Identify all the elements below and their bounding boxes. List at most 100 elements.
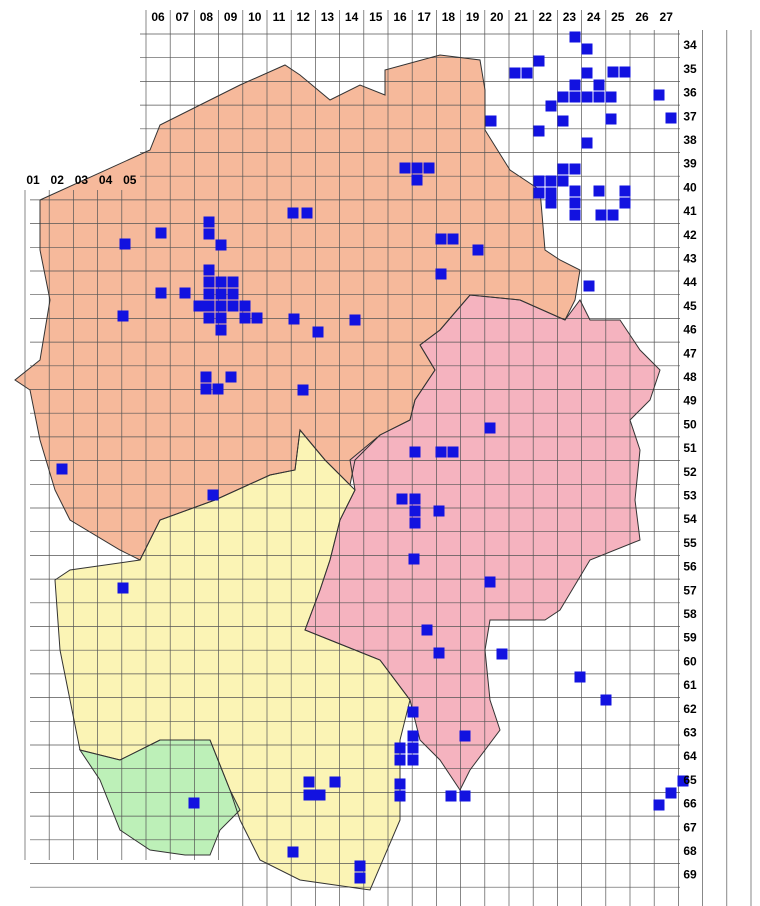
record-square (593, 91, 605, 103)
record-square (215, 324, 227, 336)
record-square (619, 197, 631, 209)
record-square (155, 287, 167, 299)
record-square (407, 742, 419, 754)
record-square (545, 187, 557, 199)
record-square (394, 790, 406, 802)
record-square (607, 66, 619, 78)
record-square (421, 624, 433, 636)
record-square (394, 778, 406, 790)
row-label: 52 (683, 465, 697, 479)
row-label: 65 (683, 773, 697, 787)
record-square (581, 67, 593, 79)
record-square (215, 288, 227, 300)
record-square (287, 846, 299, 858)
record-square (545, 197, 557, 209)
column-label: 08 (200, 10, 214, 24)
record-square (411, 162, 423, 174)
row-label: 47 (683, 346, 697, 360)
record-square (665, 787, 677, 799)
region-border (304, 294, 661, 791)
labels: 06 07 08 09 10 11 12 13 14 15 16 17 18 19 20 21 22 23 24 25… (26, 10, 697, 882)
record-square (533, 175, 545, 187)
record-square (619, 66, 631, 78)
record-square (435, 446, 447, 458)
record-square (533, 55, 545, 67)
record-square (619, 185, 631, 197)
column-label: 27 (660, 10, 674, 24)
record-square (423, 162, 435, 174)
record-square (435, 233, 447, 245)
row-label: 43 (683, 251, 697, 265)
record-square (203, 312, 215, 324)
record-square (581, 137, 593, 149)
row-label: 35 (683, 62, 697, 76)
record-square (472, 244, 484, 256)
column-label: 24 (587, 10, 601, 24)
column-label: 12 (297, 10, 311, 24)
record-square (215, 300, 227, 312)
row-label: 44 (683, 275, 697, 289)
record-square (569, 185, 581, 197)
record-square (394, 754, 406, 766)
record-square (545, 175, 557, 187)
row-label: 50 (683, 417, 697, 431)
row-label: 40 (683, 180, 697, 194)
record-square (605, 113, 617, 125)
record-square (545, 100, 557, 112)
record-square (212, 383, 224, 395)
column-label: 25 (611, 10, 625, 24)
row-label: 42 (683, 228, 697, 242)
region-southwest (55, 430, 410, 890)
record-square (435, 268, 447, 280)
record-square (557, 163, 569, 175)
record-square (459, 730, 471, 742)
record-square (496, 648, 508, 660)
record-square (203, 276, 215, 288)
record-square (433, 505, 445, 517)
region-border (78, 739, 241, 856)
record-square (569, 91, 581, 103)
record-square (215, 276, 227, 288)
row-label: 62 (683, 702, 697, 716)
record-square (193, 300, 205, 312)
column-label: 07 (176, 10, 190, 24)
record-square (409, 517, 421, 529)
record-square (303, 776, 315, 788)
record-square (574, 671, 586, 683)
record-square (314, 789, 326, 801)
record-square (200, 383, 212, 395)
row-label: 37 (683, 109, 697, 123)
record-square (396, 493, 408, 505)
record-square (288, 313, 300, 325)
record-square (407, 730, 419, 742)
record-square (354, 860, 366, 872)
region-east (305, 295, 660, 790)
column-label: 18 (442, 10, 456, 24)
record-square (569, 31, 581, 43)
record-square (557, 91, 569, 103)
record-square (583, 280, 595, 292)
row-label: 68 (683, 844, 697, 858)
record-square (117, 310, 129, 322)
record-square (533, 125, 545, 137)
record-square (409, 505, 421, 517)
record-square (593, 185, 605, 197)
row-label: 45 (683, 299, 697, 313)
record-square (533, 187, 545, 199)
record-square (239, 312, 251, 324)
record-square (677, 775, 689, 787)
column-label: 17 (418, 10, 432, 24)
record-square (227, 300, 239, 312)
record-square (251, 312, 263, 324)
record-square (207, 489, 219, 501)
column-label: 22 (539, 10, 553, 24)
record-square (225, 371, 237, 383)
record-square (569, 163, 581, 175)
record-square (155, 227, 167, 239)
column-label: 01 (26, 173, 40, 187)
row-label: 34 (683, 38, 697, 52)
record-square (312, 326, 324, 338)
record-square (349, 314, 361, 326)
row-label: 39 (683, 157, 697, 171)
